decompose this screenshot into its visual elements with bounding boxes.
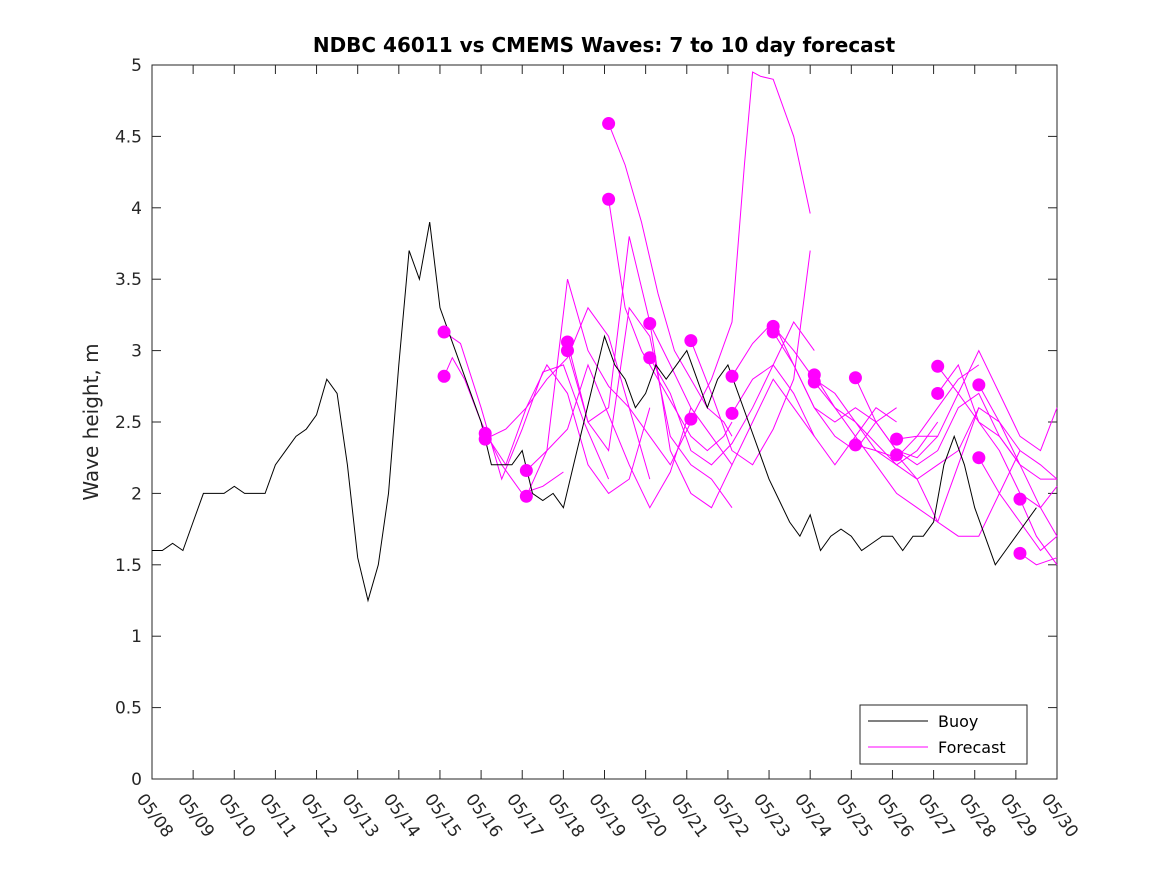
y-tick-label: 4 <box>131 199 142 219</box>
forecast-series <box>1019 498 1058 566</box>
y-axis-ticks: 0 0.5 1 1.5 2 2.5 3 3.5 4 4.5 5 <box>115 56 1057 790</box>
forecast-start-marker <box>766 325 780 339</box>
y-tick-label: 3 <box>131 342 142 362</box>
chart-title: NDBC 46011 vs CMEMS Waves: 7 to 10 day f… <box>313 33 896 57</box>
forecast-start-marker <box>725 369 739 383</box>
forecast-series <box>978 384 1058 537</box>
forecast-start-marker <box>602 117 616 131</box>
forecast-series <box>525 363 692 509</box>
forecast-series <box>896 449 1058 537</box>
forecast-start-marker <box>437 369 451 383</box>
forecast-series <box>690 71 811 420</box>
y-tick-label: 2 <box>131 484 142 504</box>
forecast-series <box>854 377 1021 466</box>
y-tick-label: 3.5 <box>115 270 142 290</box>
forecast-start-marker <box>848 371 862 385</box>
forecast-series <box>567 306 733 508</box>
forecast-start-marker <box>560 335 574 349</box>
y-tick-label: 1.5 <box>115 556 142 576</box>
y-tick-label: 0.5 <box>115 699 142 719</box>
forecast-lines <box>443 71 1058 566</box>
forecast-series <box>608 123 733 437</box>
y-axis-label: Wave height, m <box>79 343 103 500</box>
forecast-start-marker <box>972 378 986 392</box>
forecast-series <box>937 363 1057 480</box>
buoy-line <box>152 222 1037 603</box>
forecast-start-marker <box>1013 546 1027 560</box>
forecast-start-marker <box>519 489 533 503</box>
forecast-series <box>443 331 610 481</box>
forecast-start-marker <box>437 325 451 339</box>
forecast-series <box>484 306 651 480</box>
forecast-start-marker <box>972 451 986 465</box>
forecast-series <box>978 457 1058 552</box>
forecast-series <box>649 321 815 466</box>
forecast-series <box>772 331 939 459</box>
forecast-series <box>1019 552 1058 566</box>
forecast-start-marker <box>602 192 616 206</box>
legend-buoy-label: Buoy <box>938 712 978 731</box>
forecast-start-marker <box>807 375 821 389</box>
y-tick-label: 0 <box>131 770 142 790</box>
forecast-start-markers <box>437 117 1027 560</box>
y-tick-label: 1 <box>131 627 142 647</box>
forecast-series <box>813 374 980 523</box>
y-tick-label: 2.5 <box>115 413 142 433</box>
forecast-start-marker <box>890 448 904 462</box>
legend-forecast-label: Forecast <box>938 738 1006 757</box>
forecast-start-marker <box>519 464 533 478</box>
forecast-series <box>896 349 1058 452</box>
forecast-series <box>855 406 1021 480</box>
forecast-start-marker <box>684 334 698 348</box>
forecast-start-marker <box>643 316 657 330</box>
forecast-series <box>690 250 811 466</box>
forecast-start-marker <box>1013 492 1027 506</box>
forecast-series <box>649 323 815 466</box>
legend-box <box>859 704 1028 765</box>
buoy-series <box>152 222 1037 603</box>
forecast-start-marker <box>931 359 945 373</box>
y-tick-label: 5 <box>131 56 142 76</box>
forecast-start-marker <box>684 412 698 426</box>
forecast-start-marker <box>848 438 862 452</box>
forecast-series <box>525 279 692 497</box>
y-tick-label: 4.5 <box>115 127 142 147</box>
plot-area <box>151 64 1058 780</box>
forecast-start-marker <box>931 386 945 400</box>
legend: Buoy Forecast <box>859 704 1028 765</box>
forecast-start-marker <box>725 406 739 420</box>
forecast-start-marker <box>890 432 904 446</box>
forecast-series <box>484 363 651 495</box>
forecast-series <box>608 199 733 452</box>
forecast-start-marker <box>478 432 492 446</box>
forecast-start-marker <box>643 351 657 365</box>
